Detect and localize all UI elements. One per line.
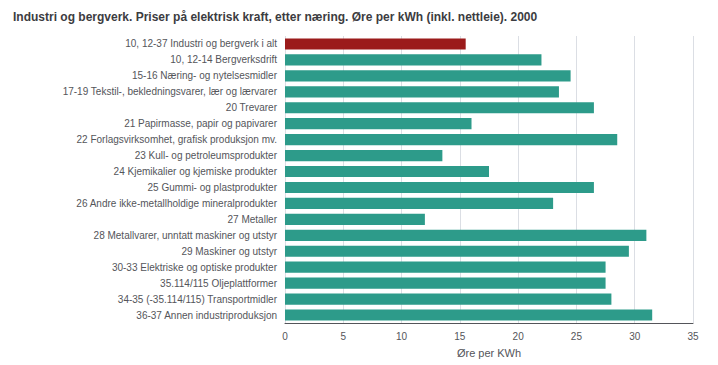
svg-text:22 Forlagsvirksomhet, grafisk: 22 Forlagsvirksomhet, grafisk produksjon… bbox=[77, 134, 277, 145]
svg-text:30: 30 bbox=[629, 331, 641, 342]
svg-text:20: 20 bbox=[513, 331, 525, 342]
svg-text:25: 25 bbox=[571, 331, 583, 342]
svg-text:Øre per KWh: Øre per KWh bbox=[457, 347, 521, 359]
svg-text:5: 5 bbox=[341, 331, 347, 342]
svg-text:24 Kjemikalier og kjemiske pro: 24 Kjemikalier og kjemiske produkter bbox=[114, 166, 278, 177]
svg-text:29 Maskiner og utstyr: 29 Maskiner og utstyr bbox=[181, 246, 277, 257]
svg-text:34-35 (-35.114/115) Transportm: 34-35 (-35.114/115) Transportmidler bbox=[118, 294, 278, 305]
svg-text:26 Andre ikke-metallholdige mi: 26 Andre ikke-metallholdige mineralprodu… bbox=[76, 198, 277, 209]
svg-text:36-37 Annen industriproduksjon: 36-37 Annen industriproduksjon bbox=[136, 310, 277, 321]
svg-text:23 Kull- og petroleumsprodukte: 23 Kull- og petroleumsprodukter bbox=[135, 150, 278, 161]
svg-text:35: 35 bbox=[687, 331, 699, 342]
svg-text:35.114/115 Oljeplattformer: 35.114/115 Oljeplattformer bbox=[160, 278, 278, 289]
svg-text:15: 15 bbox=[454, 331, 466, 342]
svg-text:17-19 Tekstil-, bekledningsvar: 17-19 Tekstil-, bekledningsvarer, lær og… bbox=[63, 86, 278, 97]
svg-text:15-16 Næring- og nytelsesmidle: 15-16 Næring- og nytelsesmidler bbox=[132, 70, 278, 81]
svg-text:Industri og bergverk. Priser p: Industri og bergverk. Priser på elektris… bbox=[13, 10, 537, 24]
svg-text:10, 12-14 Bergverksdrift: 10, 12-14 Bergverksdrift bbox=[170, 54, 277, 65]
svg-text:0: 0 bbox=[282, 331, 288, 342]
svg-text:28 Metallvarer, unntatt maskin: 28 Metallvarer, unntatt maskiner og utst… bbox=[94, 230, 278, 241]
svg-text:21 Papirmasse, papir og papiva: 21 Papirmasse, papir og papivarer bbox=[124, 118, 278, 129]
svg-text:20 Trevarer: 20 Trevarer bbox=[226, 102, 278, 113]
svg-text:25 Gummi- og plastprodukter: 25 Gummi- og plastprodukter bbox=[147, 182, 277, 193]
svg-text:30-33 Elektriske og optiske pr: 30-33 Elektriske og optiske produkter bbox=[112, 262, 278, 273]
svg-text:10, 12-37 Industri og bergverk: 10, 12-37 Industri og bergverk i alt bbox=[125, 38, 277, 49]
svg-text:27 Metaller: 27 Metaller bbox=[228, 214, 278, 225]
svg-text:10: 10 bbox=[396, 331, 408, 342]
